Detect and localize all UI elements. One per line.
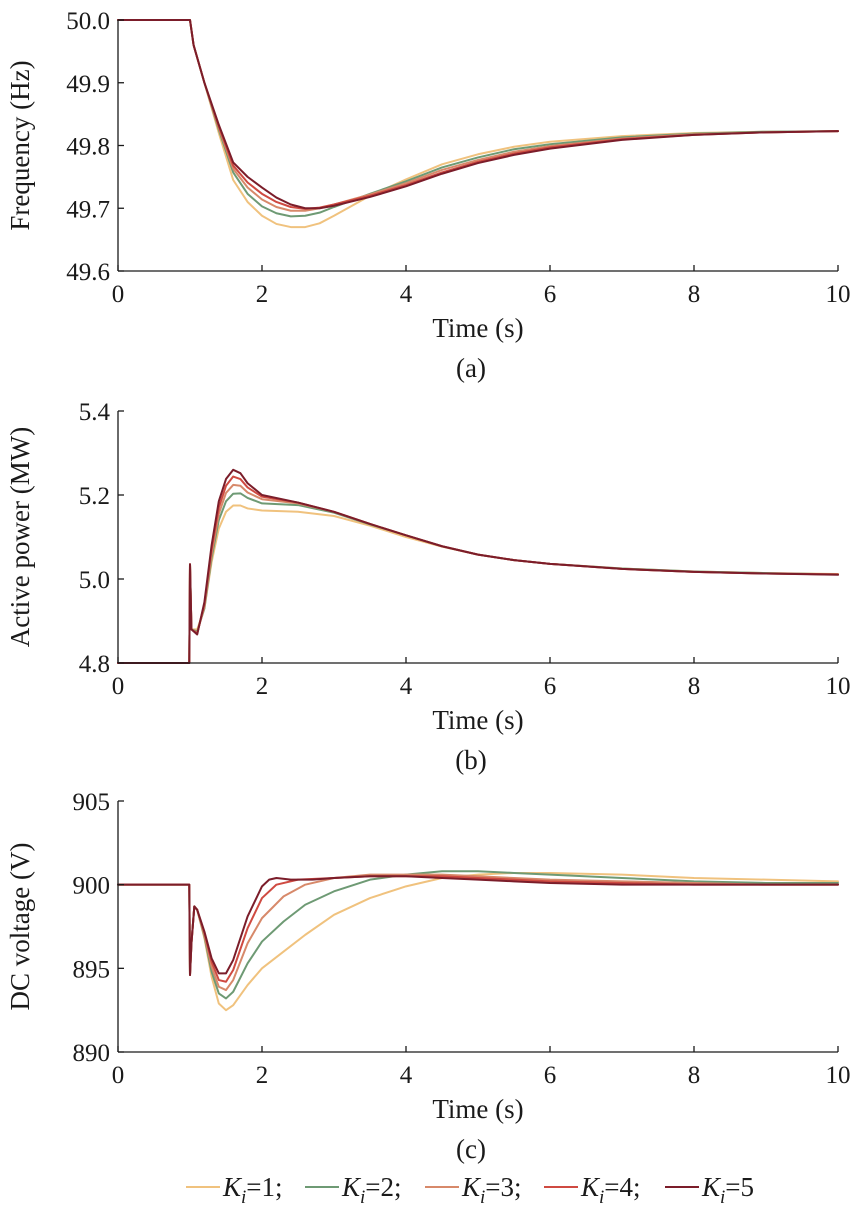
legend-subscript: i xyxy=(241,1187,246,1208)
x-axis-label-a: Time (s) xyxy=(432,313,523,343)
legend-symbol: K xyxy=(341,1172,362,1202)
legend-label-ki-1: Ki=1; xyxy=(222,1172,283,1208)
legend-symbol: K xyxy=(461,1172,482,1202)
x-tick-label-c: 0 xyxy=(112,1062,125,1089)
legend-separator: ; xyxy=(275,1172,283,1202)
series-line-a-ki-2 xyxy=(117,19,839,218)
y-tick-label-c: 905 xyxy=(73,789,111,816)
x-tick-label-b: 8 xyxy=(688,673,701,700)
x-tick-label-c: 4 xyxy=(400,1062,413,1089)
y-tick-label-c: 895 xyxy=(73,956,111,983)
series-line-b-ki-2 xyxy=(117,492,839,664)
legend: Ki=1; Ki=2; Ki=3; Ki=4; Ki=5 xyxy=(186,1172,754,1208)
legend-value: =4 xyxy=(604,1172,633,1202)
y-tick-label-b: 5.2 xyxy=(79,483,110,510)
series-line-a-ki-5 xyxy=(117,19,839,210)
legend-subscript: i xyxy=(360,1187,365,1208)
legend-symbol: K xyxy=(222,1172,243,1202)
x-tick-label-b: 2 xyxy=(256,673,269,700)
legend-symbol: K xyxy=(580,1172,601,1202)
y-tick-label-b: 5.4 xyxy=(79,399,111,426)
y-axis-label-a: Frequency (Hz) xyxy=(5,60,35,230)
y-axis-label-c: DC voltage (V) xyxy=(5,843,35,1011)
y-tick-label-a: 50.0 xyxy=(66,8,110,35)
series-line-b-ki-5 xyxy=(117,468,839,664)
series-line-a-ki-3 xyxy=(117,19,839,212)
legend-value: =2 xyxy=(365,1172,394,1202)
x-tick-label-a: 10 xyxy=(826,281,851,308)
legend-label-ki-5: Ki=5 xyxy=(701,1172,754,1208)
y-axis-label-b: Active power (MW) xyxy=(5,427,35,647)
legend-subscript: i xyxy=(480,1187,485,1208)
x-tick-label-c: 6 xyxy=(544,1062,557,1089)
x-tick-label-a: 0 xyxy=(112,281,125,308)
series-line-c-ki-5 xyxy=(117,875,839,977)
x-tick-label-c: 8 xyxy=(688,1062,701,1089)
x-tick-label-c: 10 xyxy=(826,1062,851,1089)
chart-panel-c: 0 2 4 6 8 10 890 895 900 905 Time (s) DC voltage (V… xyxy=(5,789,851,1164)
x-tick-label-a: 4 xyxy=(400,281,413,308)
panel-caption-b: (b) xyxy=(455,745,486,775)
x-axis-label-b: Time (s) xyxy=(432,705,523,735)
legend-subscript: i xyxy=(599,1187,604,1208)
chart-panel-b: 0 2 4 6 8 10 4.8 5.0 5.2 5.4 Time (s) Active power … xyxy=(5,399,851,775)
legend-value: =3 xyxy=(485,1172,514,1202)
y-tick-label-c: 900 xyxy=(73,873,111,900)
series-line-a-ki-4 xyxy=(117,19,839,210)
legend-value: =5 xyxy=(725,1172,754,1202)
x-tick-label-a: 6 xyxy=(544,281,557,308)
y-tick-label-a: 49.9 xyxy=(66,71,110,98)
legend-separator: ; xyxy=(633,1172,641,1202)
legend-subscript: i xyxy=(720,1187,725,1208)
panel-caption-c: (c) xyxy=(456,1134,486,1164)
series-line-c-ki-2 xyxy=(117,870,839,1000)
x-tick-label-a: 8 xyxy=(688,281,701,308)
y-tick-label-b: 5.0 xyxy=(79,567,110,594)
legend-symbol: K xyxy=(701,1172,722,1202)
panel-caption-a: (a) xyxy=(456,353,486,383)
legend-separator: ; xyxy=(514,1172,522,1202)
legend-label-ki-4: Ki=4; xyxy=(580,1172,641,1208)
y-tick-label-a: 49.7 xyxy=(66,196,110,223)
y-tick-label-a: 49.6 xyxy=(66,259,110,286)
x-tick-label-b: 4 xyxy=(400,673,413,700)
x-tick-label-b: 6 xyxy=(544,673,557,700)
y-tick-label-b: 4.8 xyxy=(79,651,110,678)
x-axis-label-c: Time (s) xyxy=(432,1094,523,1124)
chart-panel-a: 0 2 4 6 8 10 49.6 49.7 49.8 49.9 50.0 Time (s) Frequ… xyxy=(5,8,851,383)
y-tick-label-c: 890 xyxy=(73,1040,111,1067)
series-line-a-ki-1 xyxy=(117,19,839,229)
x-tick-label-b: 0 xyxy=(112,673,125,700)
x-tick-label-b: 10 xyxy=(826,673,851,700)
legend-label-ki-2: Ki=2; xyxy=(341,1172,402,1208)
x-tick-label-c: 2 xyxy=(256,1062,269,1089)
series-line-b-ki-4 xyxy=(117,475,839,664)
x-tick-label-a: 2 xyxy=(256,281,269,308)
legend-value: =1 xyxy=(246,1172,275,1202)
y-tick-label-a: 49.8 xyxy=(66,134,110,161)
series-line-c-ki-4 xyxy=(117,875,839,983)
series-line-b-ki-1 xyxy=(117,504,839,664)
legend-label-ki-3: Ki=3; xyxy=(461,1172,522,1208)
legend-separator: ; xyxy=(394,1172,402,1202)
